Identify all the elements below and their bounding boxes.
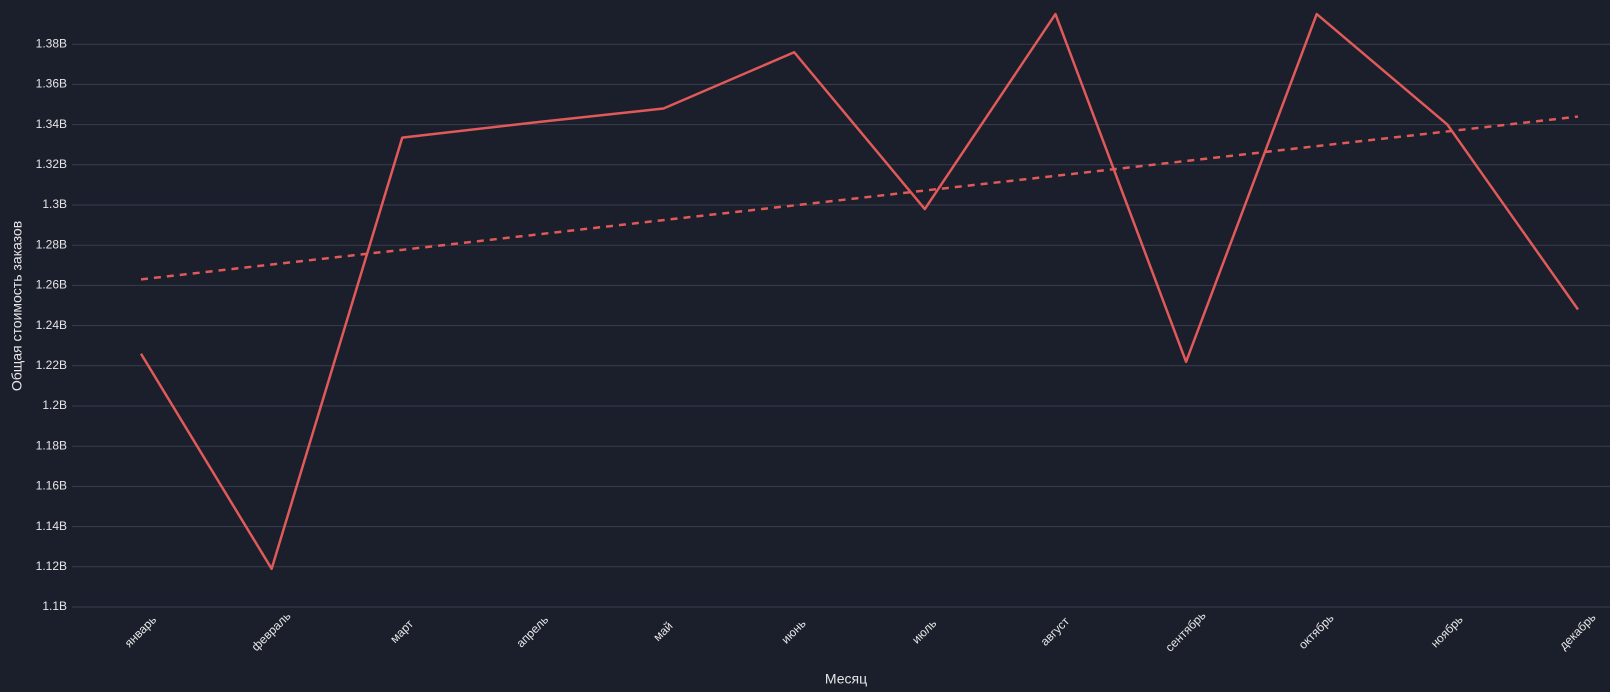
y-tick-label: 1.1B <box>42 599 67 613</box>
y-tick-label: 1.16B <box>36 479 67 493</box>
y-axis-label: Общая стоимость заказов <box>9 221 25 391</box>
y-tick-label: 1.26B <box>36 278 67 292</box>
y-tick-label: 1.34B <box>36 117 67 131</box>
y-tick-label: 1.18B <box>36 438 67 452</box>
y-tick-label: 1.2B <box>42 398 67 412</box>
y-tick-label: 1.24B <box>36 318 67 332</box>
x-axis-label: Месяц <box>825 671 867 687</box>
y-tick-label: 1.28B <box>36 237 67 251</box>
y-tick-label: 1.36B <box>36 77 67 91</box>
y-tick-label: 1.3B <box>42 197 67 211</box>
y-tick-label: 1.14B <box>36 519 67 533</box>
data-line <box>139 12 1580 571</box>
y-tick-label: 1.32B <box>36 157 67 171</box>
y-tick-label: 1.12B <box>36 559 67 573</box>
y-tick-label: 1.22B <box>36 358 67 372</box>
y-tick-label: 1.38B <box>36 36 67 50</box>
